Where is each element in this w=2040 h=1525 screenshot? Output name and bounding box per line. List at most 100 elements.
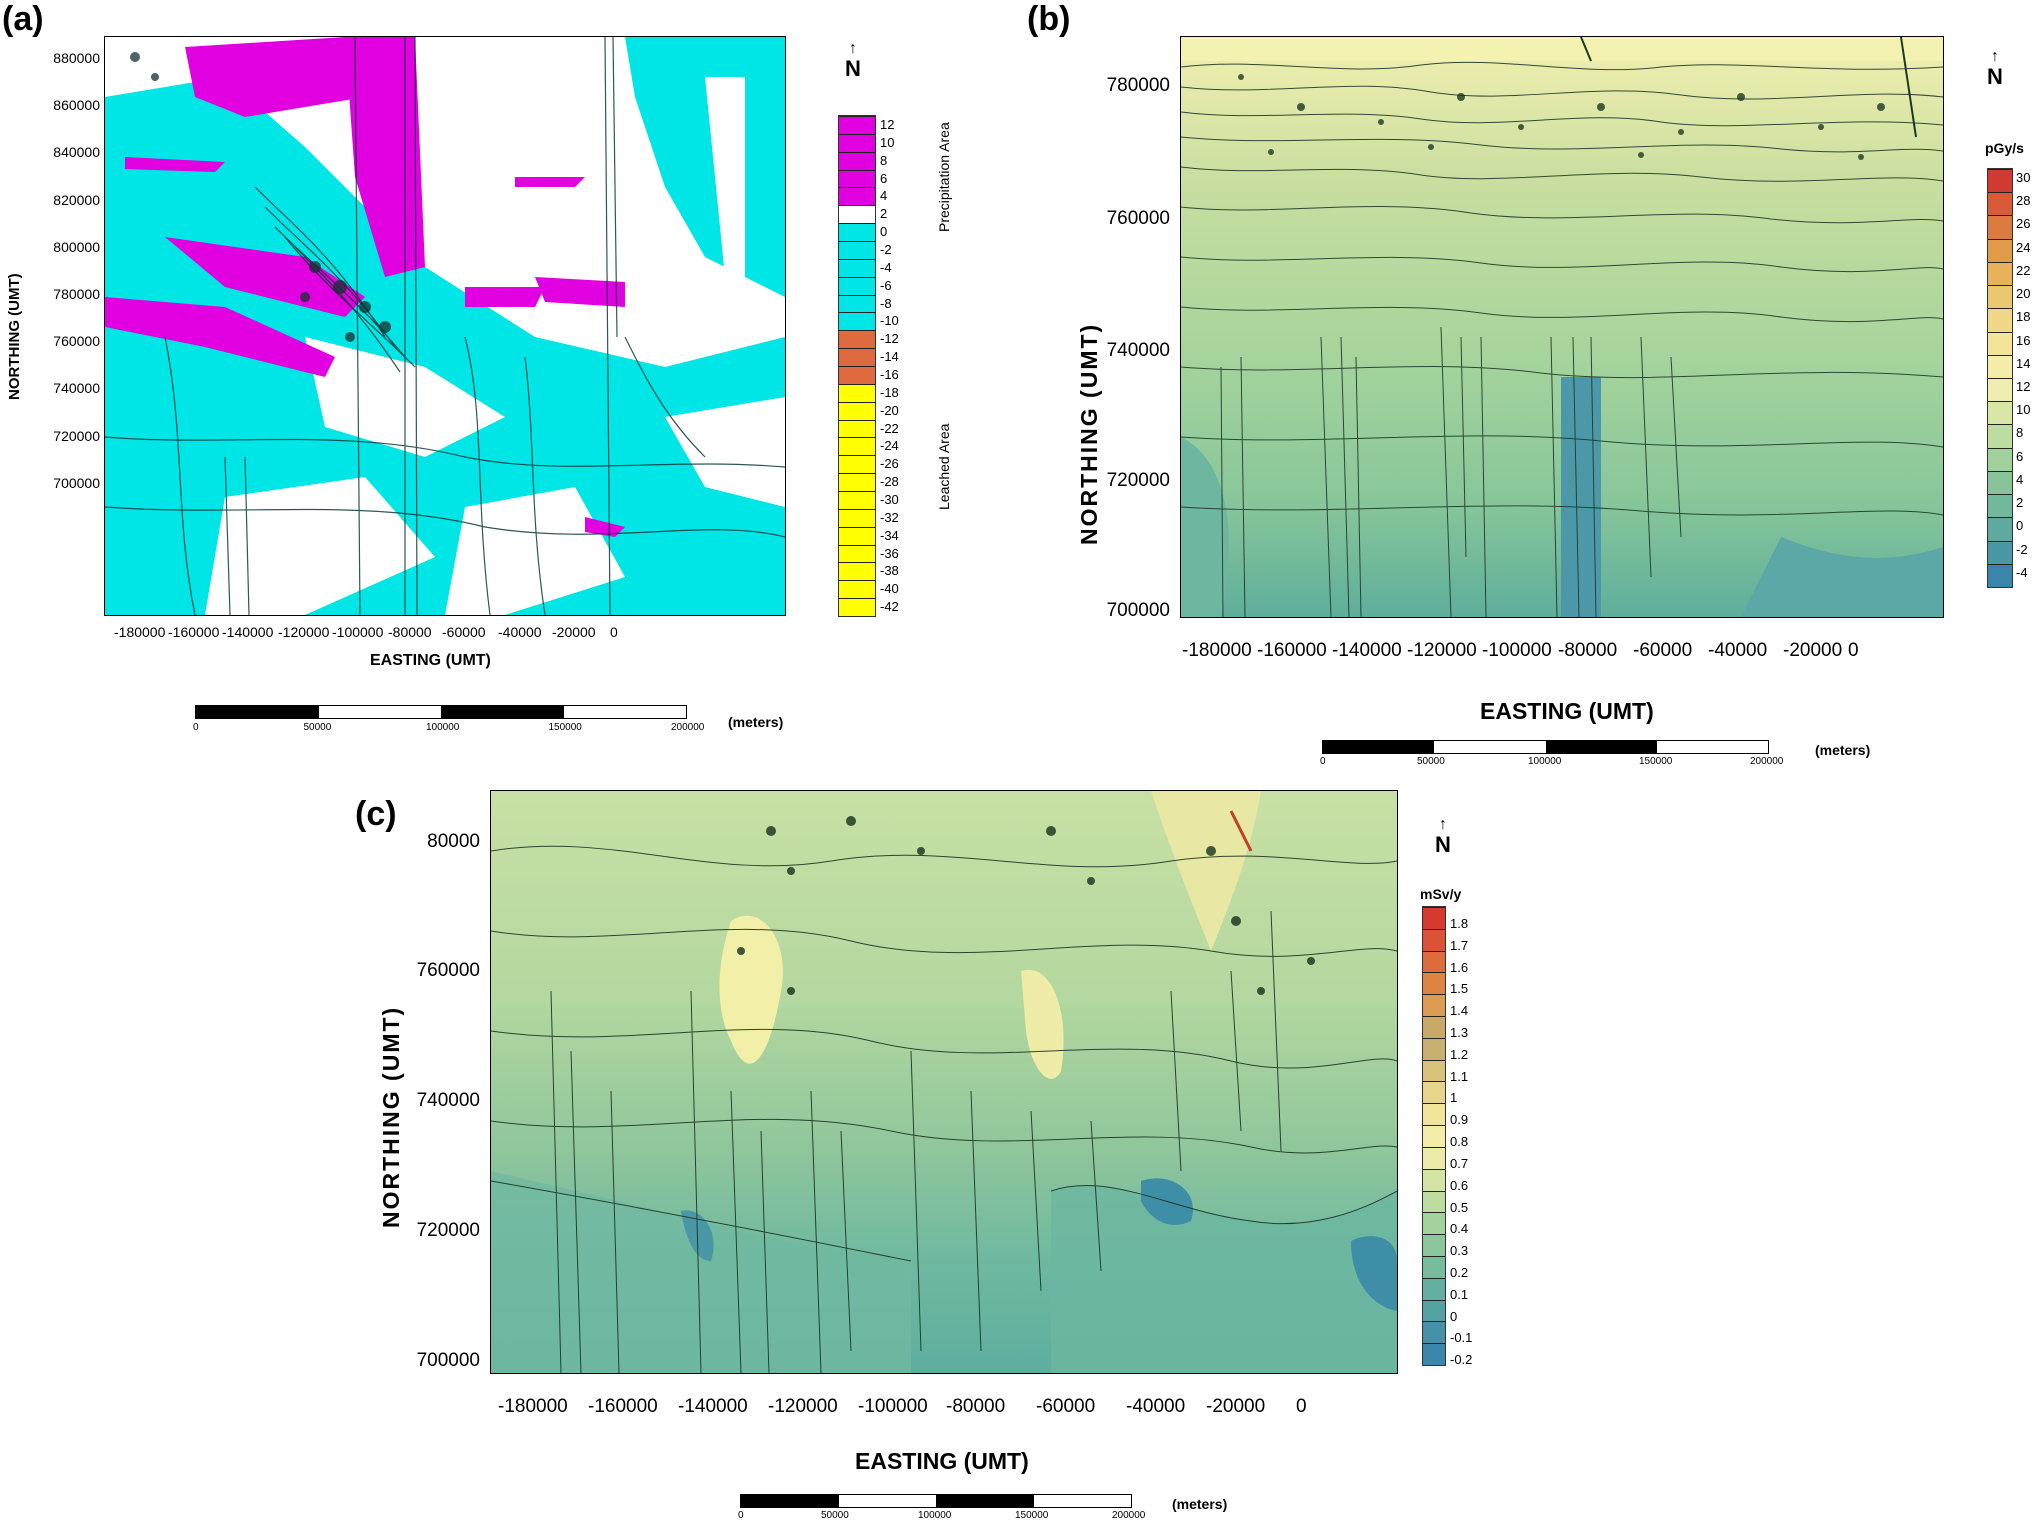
panel-a-legend-swatch: [839, 508, 875, 527]
panel-a-legend-swatch: [839, 401, 875, 420]
panel-c-legend-level: 1: [1450, 1090, 1458, 1106]
panel-c-legend-swatch: [1423, 1037, 1445, 1060]
panel-c-legend-swatch: [1423, 950, 1445, 973]
panel-a-y-axis-title: NORTHING (UMT): [6, 273, 23, 400]
panel-c-legend-level: 1.8: [1450, 916, 1469, 931]
panel-b-scale-label: 50000: [1417, 756, 1445, 767]
panel-b-legend-swatch: [1988, 401, 2012, 425]
panel-c-y-tick-label: 700000: [416, 1350, 480, 1371]
panel-a-y-tick-label: 740000: [53, 380, 100, 397]
panel-a-legend-swatch: [839, 241, 875, 259]
panel-a-legend-swatch: [839, 133, 875, 152]
panel-b-legend-swatch: [1988, 261, 2012, 286]
panel-b-legend-swatch: [1988, 354, 2012, 378]
panel-a-legend-colorbar: [838, 115, 876, 617]
panel-b-y-tick-label: 700000: [1106, 600, 1170, 621]
panel-a-x-tick-label: -100000: [332, 624, 384, 640]
panel-b-map: [1180, 36, 1944, 618]
panel-a-scale-bar: [195, 705, 687, 719]
panel-a-y-tick-label: 880000: [53, 50, 100, 66]
panel-c-legend-swatch: [1423, 1321, 1445, 1344]
panel-b-legend-swatch: [1988, 563, 2012, 587]
panel-a-legend-level: -28: [880, 474, 899, 490]
panel-a-map: [104, 36, 786, 616]
panel-a-x-tick-label: -120000: [278, 624, 330, 640]
panel-a-legend-swatch: [839, 276, 875, 295]
panel-b-legend-level: 2: [2016, 495, 2024, 511]
panel-b-legend-level: 4: [2016, 471, 2024, 487]
panel-c-x-tick-label: -180000: [498, 1396, 568, 1417]
panel-c-legend-level: -0.1: [1450, 1330, 1473, 1346]
panel-b-legend-swatch: [1988, 308, 2012, 332]
panel-a-legend-swatch: [839, 437, 875, 456]
panel-a-y-tick-label: 720000: [53, 427, 100, 444]
panel-a-x-tick-label: -180000: [114, 624, 166, 640]
panel-c-legend-level: 0.7: [1450, 1155, 1469, 1171]
panel-a-legend-swatch: [839, 348, 875, 366]
panel-b-scale-label: 100000: [1528, 756, 1562, 767]
panel-c-x-tick-label: -60000: [1036, 1396, 1096, 1417]
panel-c-legend-swatch: [1423, 1168, 1445, 1191]
panel-b-legend-swatch: [1988, 285, 2012, 309]
panel-c-scale-label: 0: [738, 1510, 744, 1521]
panel-a-label: (a): [2, 0, 44, 38]
panel-a-legend-level: 2: [880, 206, 888, 222]
panel-a-y-tick-label: 800000: [53, 238, 100, 255]
panel-a-legend-swatch: [839, 544, 875, 563]
panel-a-legend-swatch: [839, 455, 875, 474]
panel-c-legend-swatch: [1423, 1212, 1445, 1235]
panel-c-y-tick-label: 760000: [416, 960, 480, 981]
panel-c-legend-level: 0.2: [1450, 1264, 1469, 1280]
panel-c-x-tick-label: -40000: [1126, 1396, 1186, 1417]
panel-a-scale-label: 0: [193, 722, 199, 733]
panel-c-legend-swatch: [1423, 1190, 1445, 1213]
panel-a-legend-level: -30: [880, 492, 899, 507]
panel-c-legend-level: 0.8: [1450, 1134, 1469, 1150]
panel-a-y-tick-label: 700000: [53, 474, 100, 491]
panel-a-scale-label: 200000: [671, 722, 705, 733]
panel-c-scale-label: 150000: [1015, 1510, 1049, 1521]
panel-b-legend-swatch: [1988, 494, 2012, 518]
panel-c-legend-swatch: [1423, 1277, 1445, 1300]
panel-a-legend-swatch: [839, 330, 875, 349]
panel-a-x-tick-label: -40000: [498, 624, 542, 640]
panel-c-y-tick-label: 740000: [416, 1090, 480, 1111]
panel-b-legend-level: 16: [2016, 332, 2031, 348]
panel-c-legend-swatch: [1423, 1016, 1445, 1038]
panel-c-legend-swatch: [1423, 994, 1445, 1017]
panel-b-legend-level: 20: [2016, 286, 2031, 302]
panel-c-x-tick-label: -120000: [768, 1396, 838, 1417]
panel-a-legend-swatch: [839, 598, 875, 616]
panel-c-legend-swatch: [1423, 1103, 1445, 1126]
panel-b-y-tick-label: 760000: [1106, 208, 1170, 229]
panel-c-legend-level: 1.3: [1450, 1025, 1469, 1041]
panel-b-x-tick-label: -160000: [1257, 640, 1327, 661]
panel-a-legend-swatch: [839, 258, 875, 277]
panel-b-x-tick-label: -100000: [1482, 640, 1552, 661]
panel-b-legend-level: 18: [2016, 309, 2031, 325]
panel-b-legend-level: 12: [2016, 379, 2031, 394]
panel-a-legend-level: -14: [880, 349, 899, 365]
panel-b-legend-swatch: [1988, 540, 2012, 564]
panel-c-x-tick-label: 0: [1296, 1396, 1307, 1417]
panel-b-legend-swatch: [1988, 192, 2012, 216]
panel-a-legend-swatch: [839, 205, 875, 224]
panel-a-legend-level: -38: [880, 563, 899, 579]
panel-a-legend-swatch: [839, 473, 875, 491]
panel-a-legend-swatch: [839, 187, 875, 206]
panel-b-legend-level: -2: [2016, 541, 2028, 557]
panel-b-legend-level: 14: [2016, 355, 2031, 371]
panel-c-map-image: [491, 791, 1397, 1373]
panel-a-x-tick-label: -60000: [442, 624, 486, 640]
panel-c-legend-level: 0.6: [1450, 1177, 1469, 1193]
panel-c-scale-label: 200000: [1112, 1510, 1146, 1521]
panel-a-legend-level: 8: [880, 152, 888, 168]
panel-a-legend-level: -36: [880, 545, 899, 561]
panel-c-legend-level: 0.9: [1450, 1112, 1469, 1128]
panel-a-legend-level: -40: [880, 581, 899, 597]
panel-c-legend-swatch: [1423, 1234, 1445, 1256]
panel-a-legend-swatch: [839, 151, 875, 170]
panel-b-scale-unit: (meters): [1815, 742, 1871, 758]
panel-b-legend-level: 26: [2016, 216, 2031, 232]
panel-b-legend-swatch: [1988, 169, 2012, 193]
